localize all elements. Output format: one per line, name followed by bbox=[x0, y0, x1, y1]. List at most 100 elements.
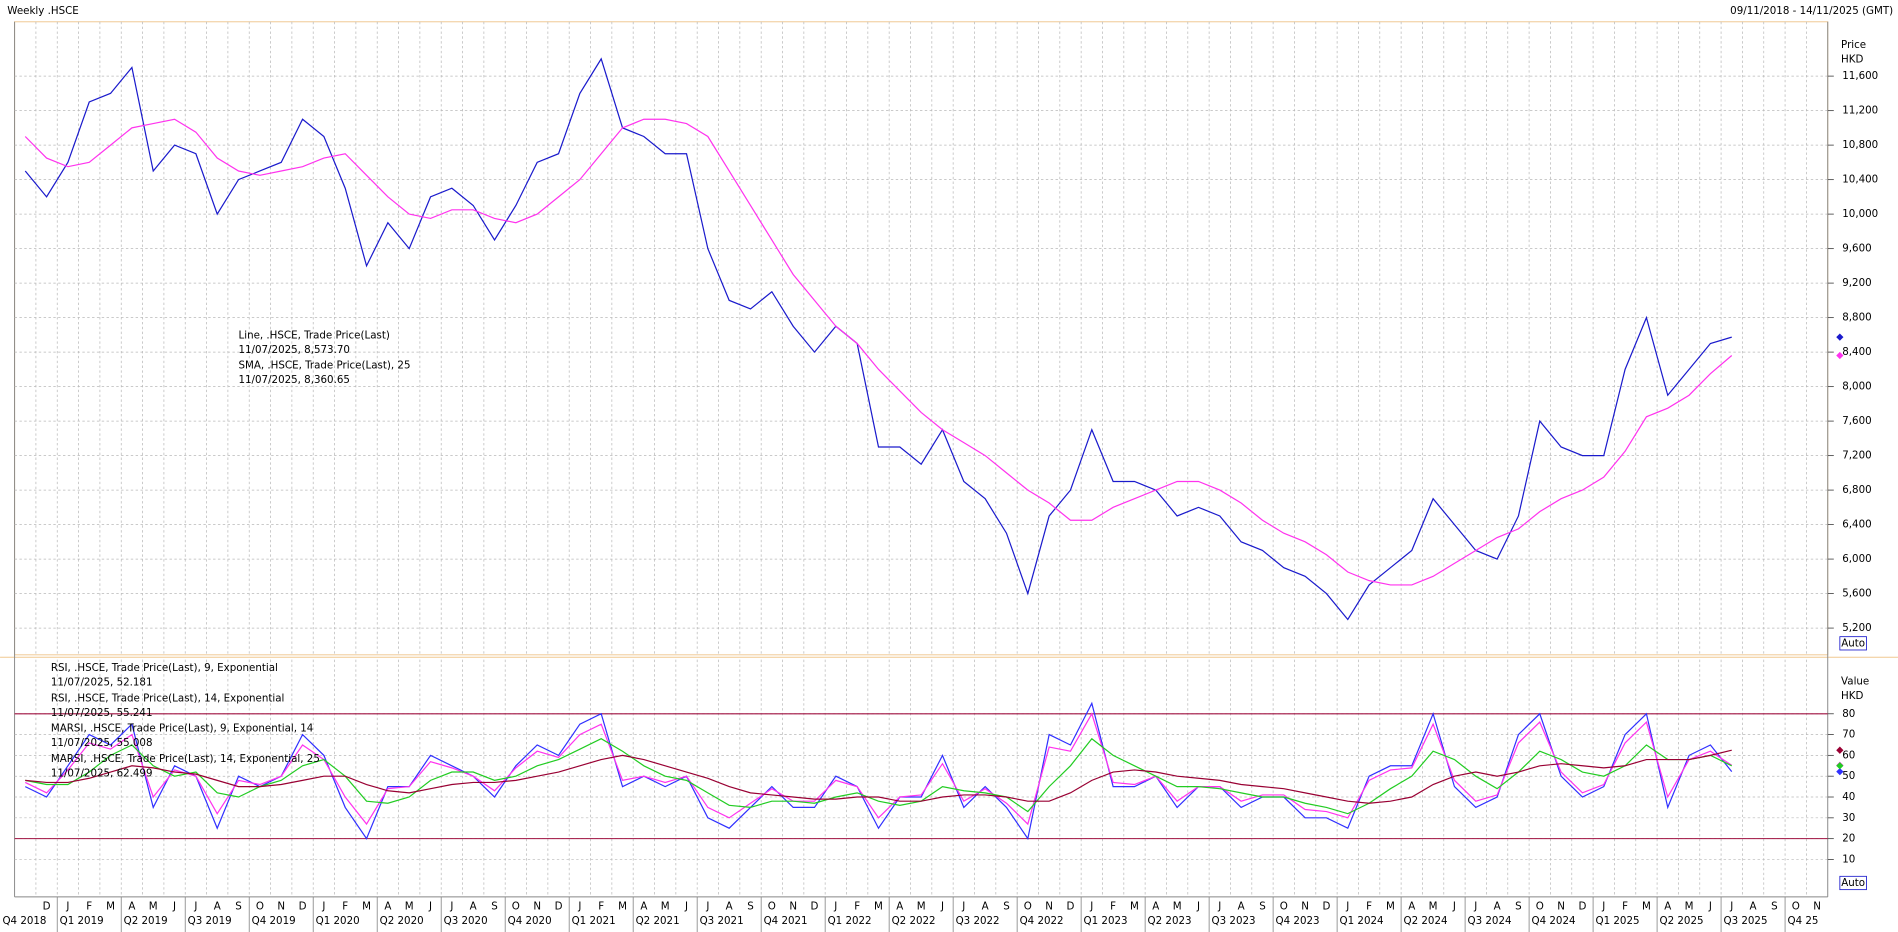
y-tick-label: 60 bbox=[1842, 749, 1855, 761]
month-label: D bbox=[1067, 901, 1075, 913]
y-tick-label: 6,000 bbox=[1842, 553, 1871, 565]
legend-last-value: 11/07/2025, 8,360.65 bbox=[239, 374, 350, 386]
month-label: N bbox=[277, 901, 285, 913]
quarter-label: Q4 2018 bbox=[2, 915, 46, 927]
y-tick-label: 8,800 bbox=[1842, 312, 1871, 324]
date-range: 09/11/2018 - 14/11/2025 (GMT) bbox=[1730, 5, 1893, 17]
month-label: O bbox=[1536, 901, 1544, 913]
quarter-label: Q1 2025 bbox=[1596, 915, 1640, 927]
month-label: J bbox=[1089, 901, 1093, 913]
month-label: J bbox=[428, 901, 432, 913]
quarter-label: Q1 2024 bbox=[1340, 915, 1384, 927]
y-tick-label: 5,600 bbox=[1842, 588, 1871, 600]
month-label: O bbox=[1792, 901, 1800, 913]
month-label: D bbox=[1323, 901, 1331, 913]
series-line bbox=[24, 57, 1732, 621]
y-tick-label: 10,800 bbox=[1842, 139, 1878, 151]
month-label: J bbox=[705, 901, 709, 913]
y-tick-label: 7,200 bbox=[1842, 450, 1871, 462]
month-label: D bbox=[299, 901, 307, 913]
month-label: D bbox=[1578, 901, 1586, 913]
month-label: A bbox=[470, 901, 477, 913]
month-label: F bbox=[1110, 901, 1116, 913]
month-label: S bbox=[1259, 901, 1266, 913]
month-label: A bbox=[640, 901, 647, 913]
month-label: A bbox=[726, 901, 733, 913]
month-label: J bbox=[193, 901, 197, 913]
month-label: A bbox=[128, 901, 135, 913]
month-label: M bbox=[1173, 901, 1182, 913]
y-tick-label: 70 bbox=[1842, 729, 1855, 741]
y-tick-label: 11,200 bbox=[1842, 105, 1878, 117]
legend-name: RSI, .HSCE, Trade Price(Last), 14, Expon… bbox=[51, 692, 285, 704]
month-label: M bbox=[405, 901, 414, 913]
y-tick-label: 8,000 bbox=[1842, 381, 1871, 393]
month-label: J bbox=[1196, 901, 1200, 913]
y-tick-label: 10 bbox=[1842, 853, 1855, 865]
y-tick-label: 20 bbox=[1842, 833, 1855, 845]
legend-name: RSI, .HSCE, Trade Price(Last), 9, Expone… bbox=[51, 662, 278, 674]
month-label: F bbox=[86, 901, 92, 913]
y-tick-label: 6,400 bbox=[1842, 519, 1871, 531]
last-value-marker bbox=[1836, 768, 1844, 776]
month-label: J bbox=[1708, 901, 1712, 913]
quarter-label: Q2 2025 bbox=[1660, 915, 1704, 927]
quarter-label: Q1 2022 bbox=[828, 915, 872, 927]
month-label: N bbox=[533, 901, 541, 913]
y-tick-label: 11,600 bbox=[1842, 70, 1878, 82]
month-label: O bbox=[768, 901, 776, 913]
quarter-label: Q4 2024 bbox=[1532, 915, 1576, 927]
month-label: S bbox=[747, 901, 754, 913]
month-label: O bbox=[1024, 901, 1032, 913]
month-label: J bbox=[1601, 901, 1605, 913]
month-label: M bbox=[1429, 901, 1438, 913]
month-label: F bbox=[342, 901, 348, 913]
y-tick-label: 40 bbox=[1842, 791, 1855, 803]
month-label: J bbox=[1473, 901, 1477, 913]
quarter-label: Q2 2022 bbox=[892, 915, 936, 927]
month-label: J bbox=[1345, 901, 1349, 913]
month-label: D bbox=[811, 901, 819, 913]
y-tick-label: 10,000 bbox=[1842, 208, 1878, 220]
auto-button[interactable] bbox=[1839, 875, 1867, 891]
quarter-label: Q3 2020 bbox=[444, 915, 488, 927]
auto-button-label[interactable]: Auto bbox=[1841, 637, 1865, 649]
month-label: S bbox=[491, 901, 498, 913]
month-label: M bbox=[106, 901, 115, 913]
legend-name: SMA, .HSCE, Trade Price(Last), 25 bbox=[239, 360, 411, 372]
auto-button-label[interactable]: Auto bbox=[1841, 877, 1865, 889]
quarter-label: Q2 2020 bbox=[380, 915, 424, 927]
month-label: M bbox=[618, 901, 627, 913]
series-line bbox=[24, 118, 1733, 586]
month-label: M bbox=[1685, 901, 1694, 913]
legend-last-value: 11/07/2025, 55.008 bbox=[51, 737, 153, 749]
quarter-label: Q2 2023 bbox=[1148, 915, 1192, 927]
month-label: N bbox=[1557, 901, 1565, 913]
quarter-label: Q3 2019 bbox=[188, 915, 232, 927]
month-label: M bbox=[1130, 901, 1139, 913]
month-label: A bbox=[896, 901, 903, 913]
window-title: Weekly .HSCE bbox=[7, 5, 78, 17]
auto-button[interactable] bbox=[1839, 636, 1867, 651]
month-label: A bbox=[1750, 901, 1757, 913]
axis-label: HKD bbox=[1841, 690, 1863, 702]
month-label: F bbox=[1622, 901, 1628, 913]
quarter-label: Q4 2019 bbox=[252, 915, 296, 927]
legend-last-value: 11/07/2025, 52.181 bbox=[51, 677, 153, 689]
axis-label: HKD bbox=[1841, 53, 1863, 65]
quarter-label: Q4 2023 bbox=[1276, 915, 1320, 927]
legend-name: MARSI, .HSCE, Trade Price(Last), 14, Exp… bbox=[51, 753, 320, 765]
y-tick-label: 80 bbox=[1842, 708, 1855, 720]
series-line bbox=[25, 737, 1733, 815]
legend-name: Line, .HSCE, Trade Price(Last) bbox=[239, 329, 390, 341]
legend-last-value: 11/07/2025, 55.241 bbox=[51, 707, 153, 719]
month-label: J bbox=[449, 901, 453, 913]
quarter-label: Q2 2021 bbox=[636, 915, 680, 927]
month-label: S bbox=[235, 901, 242, 913]
series-line bbox=[24, 712, 1733, 826]
month-label: M bbox=[149, 901, 158, 913]
month-label: O bbox=[1280, 901, 1288, 913]
y-tick-label: 10,400 bbox=[1842, 174, 1878, 186]
